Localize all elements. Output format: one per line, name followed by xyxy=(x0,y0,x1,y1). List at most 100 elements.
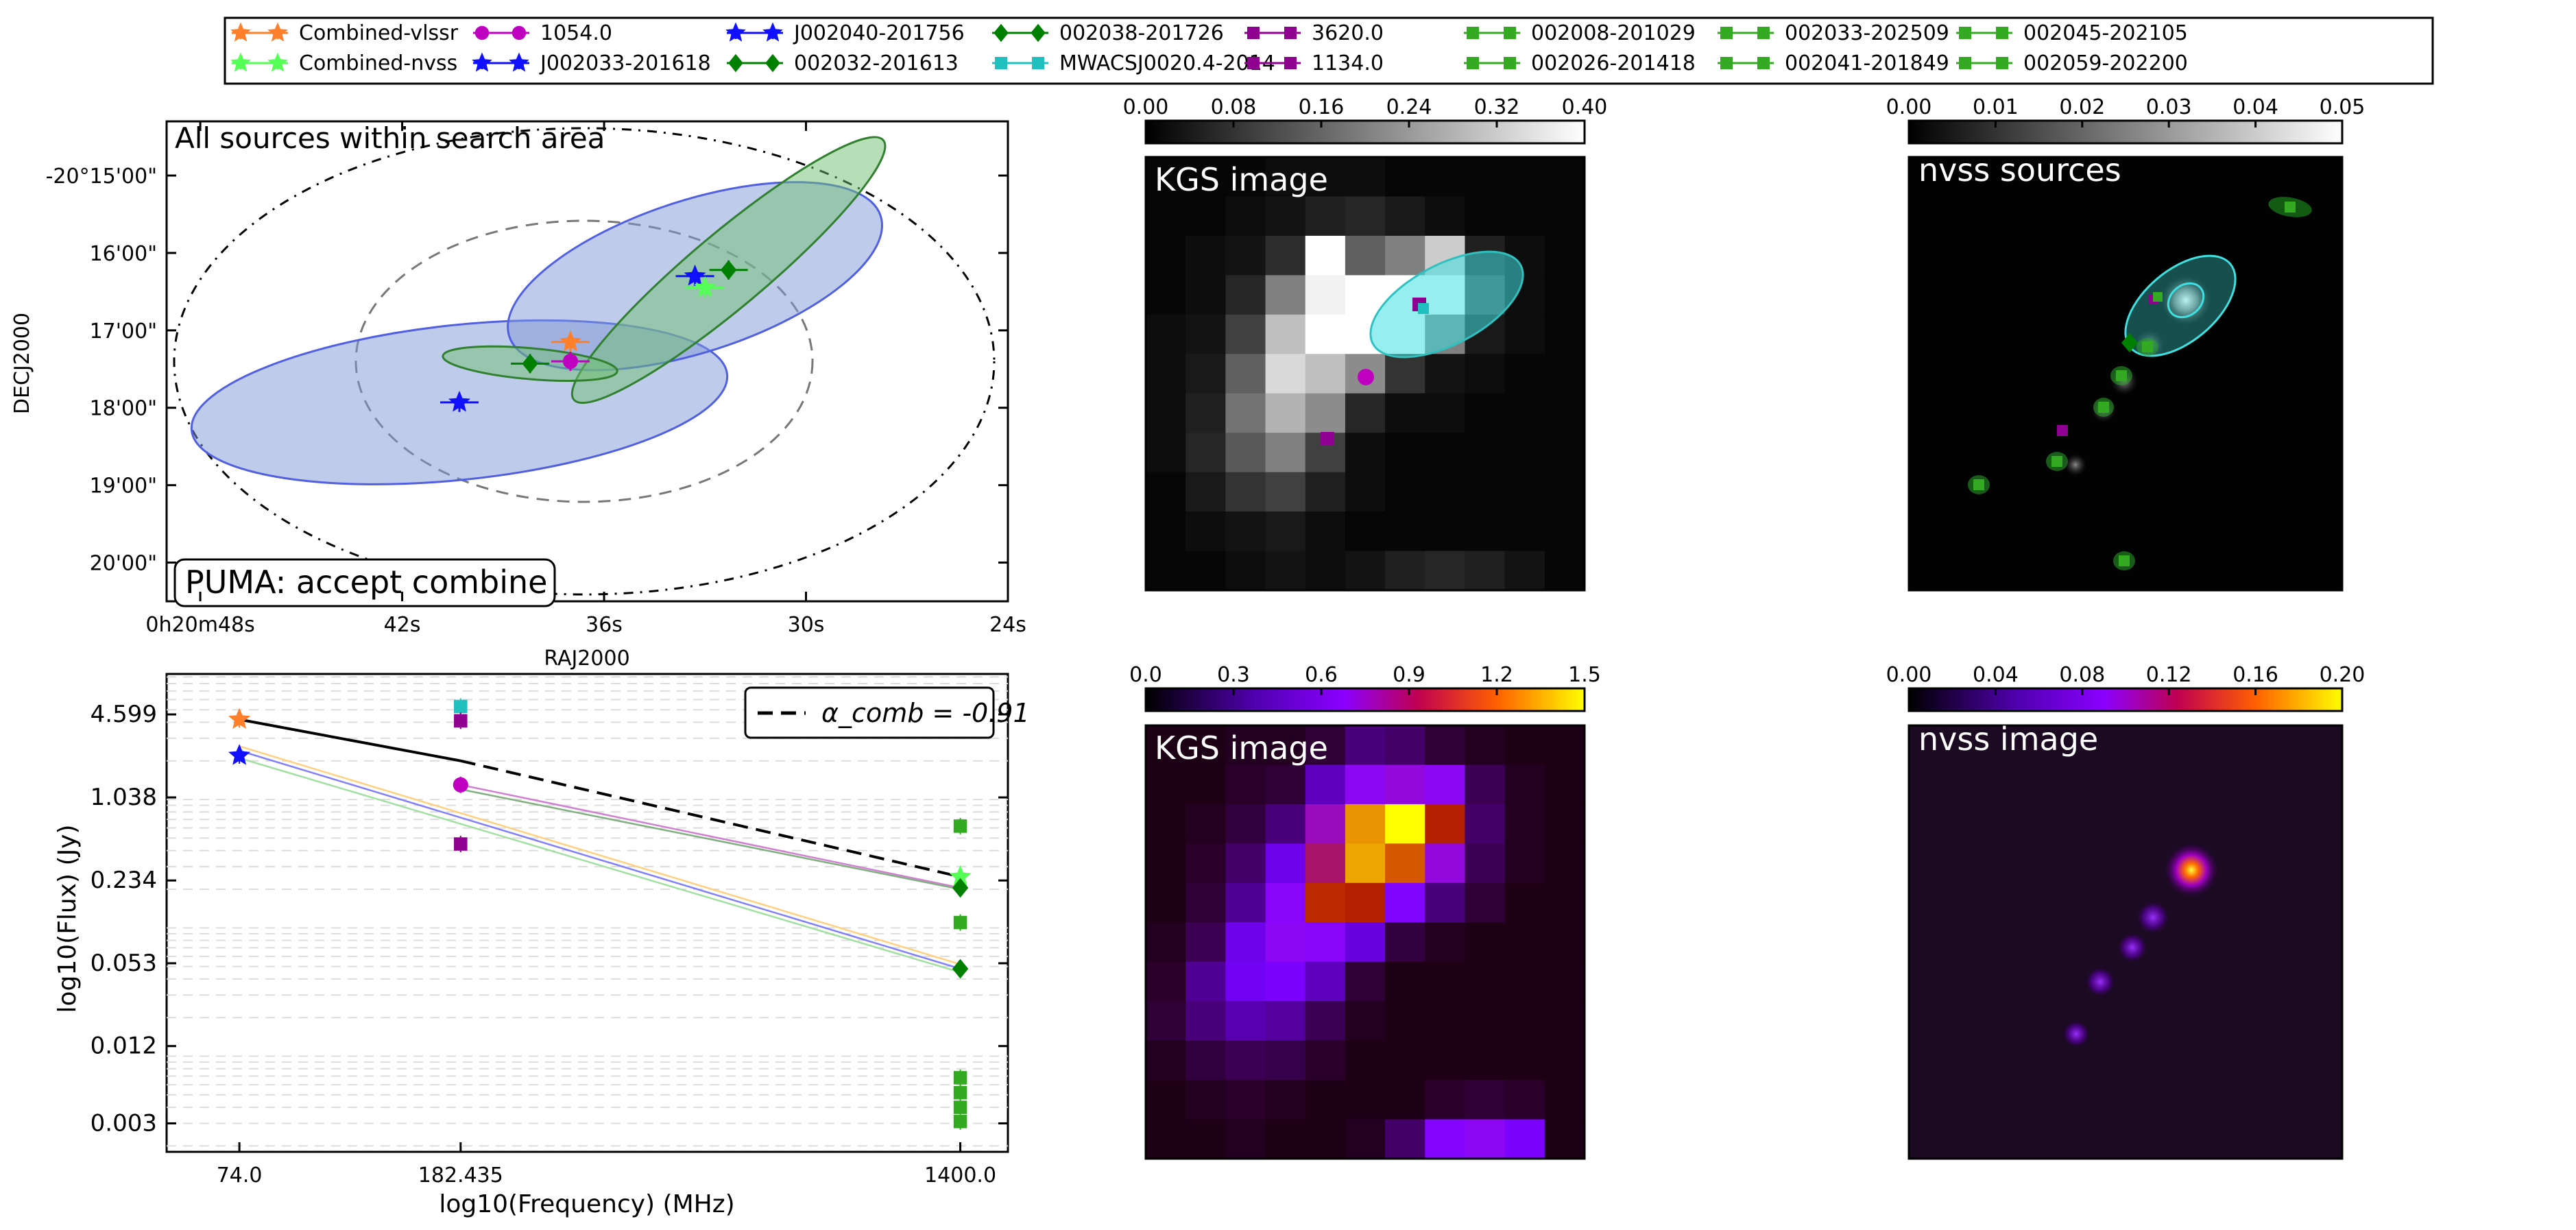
colorbar-nvss-color-tick-label: 0.20 xyxy=(2320,663,2366,687)
nvss-marker-6 xyxy=(2119,555,2130,566)
legend-marker xyxy=(1959,27,1971,39)
kgs-color-pixel xyxy=(1185,843,1226,884)
kgs-color-pixel xyxy=(1185,804,1226,844)
kgs-gray-pixel xyxy=(1544,511,1585,552)
kgs-gray-pixel xyxy=(1345,433,1386,473)
legend-marker xyxy=(230,22,251,42)
legend-label: Combined-nvss xyxy=(299,51,457,75)
kgs-gray-pixel xyxy=(1225,235,1266,276)
colorbar-kgs-color-tick-label: 0.3 xyxy=(1217,663,1250,687)
kgs-gray-mwacs-ellipse xyxy=(1369,250,1524,359)
sed-point-1134-0 xyxy=(454,837,468,851)
nvss-color-glow-main xyxy=(2164,843,2219,897)
colorbar-nvss-color-tick-label: 0.16 xyxy=(2232,663,2278,687)
kgs-gray-pixel xyxy=(1265,472,1306,512)
kgs-color-pixel xyxy=(1385,1040,1425,1081)
nvss-marker-top xyxy=(2285,202,2296,213)
kgs-color-label: KGS image xyxy=(1155,729,1328,767)
kgs-color-pixel xyxy=(1146,1040,1186,1081)
kgs-gray-pixel xyxy=(1185,275,1226,315)
sky-point-j002033-201618 xyxy=(684,264,706,286)
kgs-color-pixel xyxy=(1265,764,1306,805)
colorbar-kgs-color xyxy=(1144,687,1586,712)
sed-fit-line-0 xyxy=(239,718,461,762)
kgs-color-pixel xyxy=(1225,1119,1266,1159)
kgs-color-image-panel: 0.0 0.3 0.6 0.9 1.2 1.5 KGS image xyxy=(1129,663,1601,1160)
kgs-color-pixel xyxy=(1465,1119,1506,1159)
kgs-color-pixel xyxy=(1504,725,1545,765)
kgs-color-pixel xyxy=(1465,1080,1506,1120)
kgs-gray-pixel xyxy=(1265,314,1306,354)
kgs-color-pixel xyxy=(1265,882,1306,923)
kgs-color-pixel xyxy=(1225,922,1266,963)
kgs-color-pixel xyxy=(1225,764,1266,805)
legend-item-j002040-201756: J002040-201756 xyxy=(725,21,965,45)
legend-item-j002033-201618: J002033-201618 xyxy=(472,51,711,75)
legend-label: 002032-201613 xyxy=(794,51,959,75)
sed-fit-line-5 xyxy=(460,784,961,889)
sed-ytick-label: 0.234 xyxy=(91,867,157,894)
kgs-gray-pixel xyxy=(1265,393,1306,433)
kgs-gray-pixel xyxy=(1225,433,1266,473)
kgs-gray-pixel xyxy=(1146,314,1186,354)
kgs-gray-pixel xyxy=(1345,157,1386,197)
kgs-gray-pixel xyxy=(1185,433,1226,473)
kgs-color-pixel xyxy=(1504,882,1545,923)
sky-ytick-label: 20'00" xyxy=(90,552,157,576)
kgs-gray-pixel xyxy=(1385,393,1425,433)
kgs-color-pixel xyxy=(1345,725,1386,765)
kgs-gray-image-panel: 0.00 0.08 0.16 0.24 0.32 0.40 KGS image xyxy=(1123,95,1607,592)
kgs-gray-pixel xyxy=(1385,354,1425,394)
legend-marker xyxy=(994,23,1009,43)
legend-marker xyxy=(1959,57,1971,69)
kgs-gray-pixel xyxy=(1225,275,1266,315)
kgs-color-pixel xyxy=(1465,843,1506,884)
kgs-gray-pixel xyxy=(1146,275,1186,315)
kgs-color-pixel xyxy=(1265,843,1306,884)
kgs-gray-pixel xyxy=(1385,511,1425,552)
sed-fit-line-1 xyxy=(460,759,961,878)
kgs-gray-1054-marker xyxy=(1358,369,1374,385)
sed-ytick-label: 4.599 xyxy=(91,701,157,728)
kgs-color-pixel xyxy=(1265,1119,1306,1159)
kgs-color-pixel xyxy=(1185,764,1226,805)
nvss-color-glow-4 xyxy=(2085,967,2115,997)
kgs-gray-pixel xyxy=(1385,433,1425,473)
kgs-gray-pixel xyxy=(1225,196,1266,237)
colorbar-kgs-color-tick-label: 0.6 xyxy=(1305,663,1338,687)
kgs-color-pixel xyxy=(1265,922,1306,963)
sed-point-3620-0 xyxy=(454,714,468,728)
colorbar-kgs-color-tick-label: 0.9 xyxy=(1393,663,1425,687)
kgs-color-pixel xyxy=(1425,843,1465,884)
sky-ytick-label: 17'00" xyxy=(90,319,157,343)
kgs-color-pixel xyxy=(1544,1080,1585,1120)
colorbar-kgs-gray-tick-label: 0.16 xyxy=(1299,95,1345,119)
nvss-marker-5bm xyxy=(2057,425,2068,436)
kgs-color-pixel xyxy=(1265,1001,1306,1041)
sed-ytick-label: 0.003 xyxy=(91,1109,157,1137)
colorbar-nvss-sources-tick-label: 0.01 xyxy=(1973,95,2019,119)
kgs-gray-pixel xyxy=(1185,235,1226,276)
legend-label: 002026-201418 xyxy=(1531,51,1696,75)
legend-marker xyxy=(995,57,1007,69)
kgs-color-pixel xyxy=(1425,764,1465,805)
kgs-gray-pixel xyxy=(1465,196,1506,237)
legend-item-002045-202105: 002045-202105 xyxy=(1956,21,2188,45)
kgs-color-pixel xyxy=(1225,1040,1266,1081)
kgs-color-pixel xyxy=(1425,1040,1465,1081)
kgs-color-pixel xyxy=(1544,922,1585,963)
kgs-gray-pixel xyxy=(1146,393,1186,433)
nvss-marker-2 xyxy=(2116,370,2127,381)
kgs-gray-pixel xyxy=(1146,196,1186,237)
sed-point-1054-0 xyxy=(453,777,468,793)
kgs-gray-pixel xyxy=(1544,433,1585,473)
kgs-gray-pixel xyxy=(1504,354,1545,394)
legend-label: 002045-202105 xyxy=(2023,21,2188,45)
nvss-center-marker-green xyxy=(2153,292,2163,302)
kgs-color-pixel xyxy=(1465,725,1506,765)
kgs-gray-pixel xyxy=(1146,157,1186,197)
kgs-gray-pixel xyxy=(1225,157,1266,197)
kgs-color-pixel xyxy=(1146,843,1186,884)
sky-point-combined-nvss xyxy=(694,276,717,298)
